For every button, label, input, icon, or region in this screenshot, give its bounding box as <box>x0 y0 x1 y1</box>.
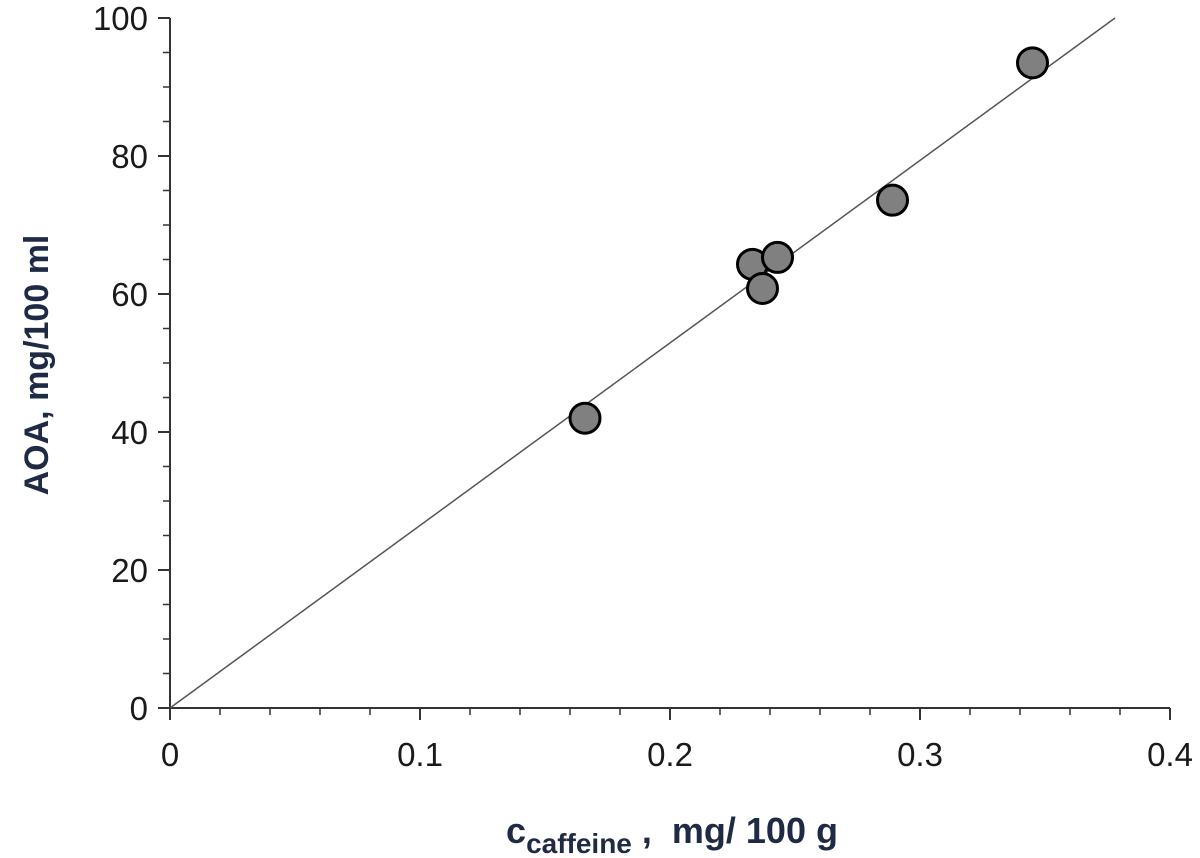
x-tick-label: 0.4 <box>1147 736 1193 773</box>
data-points <box>568 46 1049 435</box>
x-tick-label: 0.2 <box>647 736 693 773</box>
y-tick-label: 60 <box>111 276 148 313</box>
y-tick-label: 20 <box>111 552 148 589</box>
data-point <box>746 271 779 305</box>
data-point <box>1016 46 1049 80</box>
x-tick-label: 0 <box>161 736 179 773</box>
y-tick-label: 0 <box>130 690 148 727</box>
y-tick-label: 100 <box>93 0 148 37</box>
data-point <box>876 183 909 217</box>
x-axis-title-units: , mg/ 100 g <box>632 810 838 851</box>
x-axis-title: ccaffeine , mg/ 100 g <box>506 810 838 858</box>
x-axis-title-subscript: caffeine <box>526 828 632 858</box>
data-point <box>568 401 602 435</box>
tick-labels: 0 20 40 60 80 100 0 0.1 0.2 0.3 0.4 <box>93 0 1193 773</box>
ticks <box>158 17 1171 720</box>
x-tick-label: 0.1 <box>397 736 443 773</box>
data-point <box>761 240 794 274</box>
x-axis-title-symbol: c <box>506 810 526 851</box>
y-tick-label: 80 <box>111 138 148 175</box>
y-tick-label: 40 <box>111 414 148 451</box>
y-axis-title: AOA, mg/100 ml <box>18 235 56 496</box>
x-tick-label: 0.3 <box>897 736 943 773</box>
axes <box>169 18 1170 709</box>
fit-line-group <box>169 17 1116 709</box>
fit-line <box>169 17 1116 709</box>
